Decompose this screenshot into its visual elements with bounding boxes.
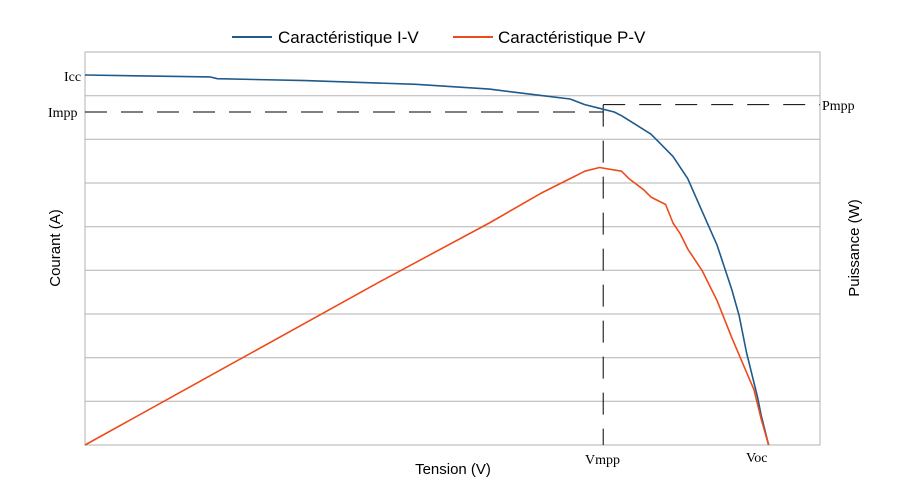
x-axis-label: Tension (V) xyxy=(415,461,491,478)
y-axis-left-label: Courant (A) xyxy=(47,209,64,287)
series-group xyxy=(84,74,770,446)
y-axis-right-label: Puissance (W) xyxy=(846,199,863,297)
legend-label-pv: Caractéristique P-V xyxy=(498,28,646,47)
annotation-icc: Icc xyxy=(64,70,81,85)
legend: Caractéristique I-V Caractéristique P-V xyxy=(232,28,646,47)
reference-lines xyxy=(85,104,820,445)
annotation-pmpp: Pmpp xyxy=(822,99,855,114)
plot-frame xyxy=(84,51,821,446)
annotation-voc: Voc xyxy=(746,451,768,466)
annotation-impp: Impp xyxy=(48,106,78,121)
grid-lines xyxy=(85,95,820,402)
annotation-vmpp: Vmpp xyxy=(585,453,620,468)
series-line-iv xyxy=(84,74,770,446)
series-line-pv xyxy=(84,166,770,446)
legend-label-iv: Caractéristique I-V xyxy=(278,28,419,47)
